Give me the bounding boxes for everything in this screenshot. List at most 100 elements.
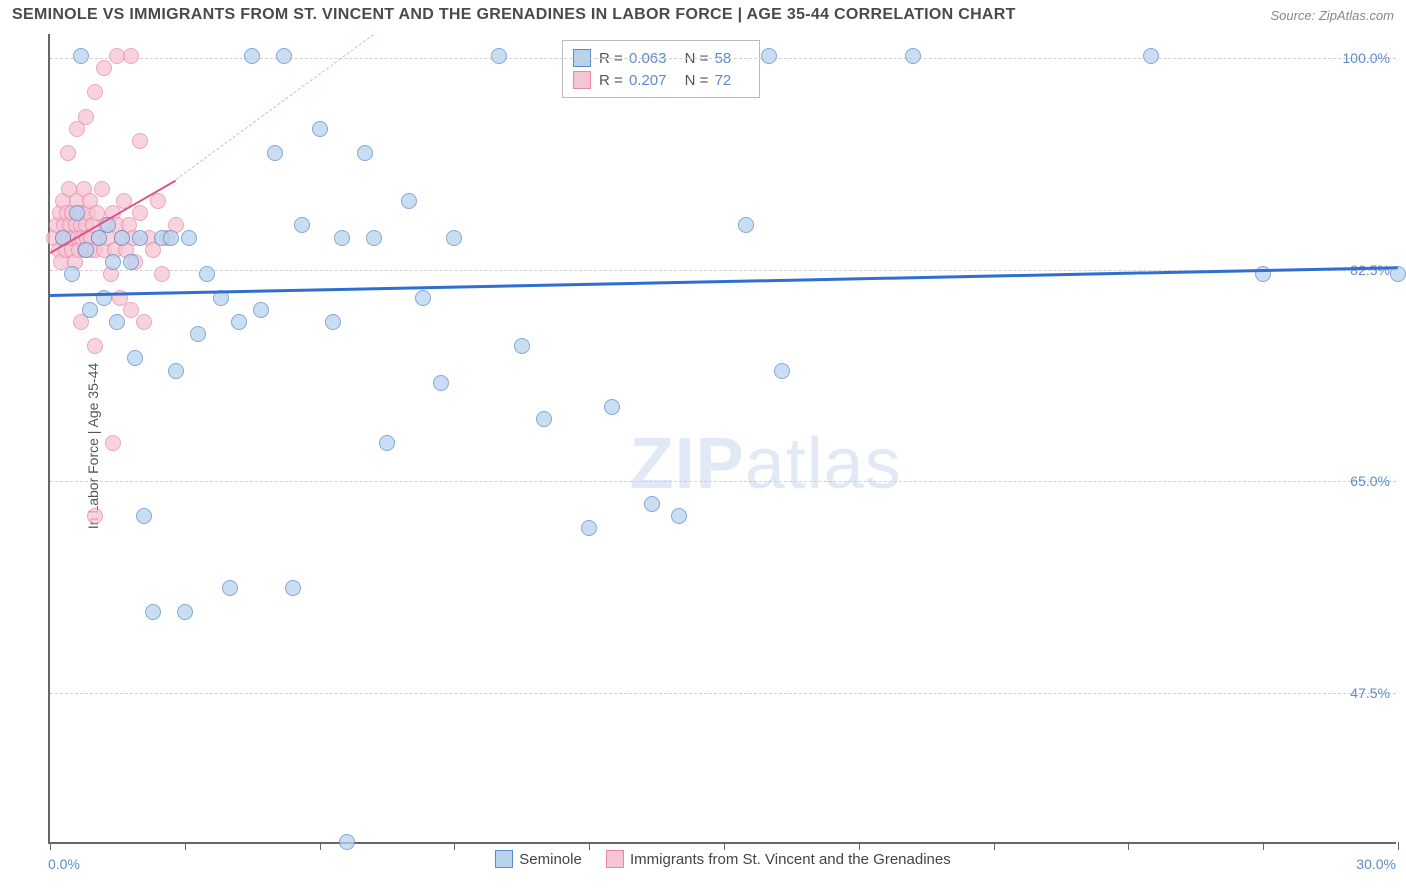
x-tick xyxy=(724,842,725,850)
blue-point xyxy=(415,290,431,306)
blue-point xyxy=(69,205,85,221)
pink-point xyxy=(60,145,76,161)
y-tick-label: 47.5% xyxy=(1350,685,1390,701)
y-tick-label: 65.0% xyxy=(1350,473,1390,489)
blue-point xyxy=(136,508,152,524)
legend-label-blue: Seminole xyxy=(519,851,582,868)
blue-point xyxy=(761,48,777,64)
blue-point xyxy=(276,48,292,64)
blue-point xyxy=(491,48,507,64)
blue-point xyxy=(334,230,350,246)
blue-point xyxy=(114,230,130,246)
gridline xyxy=(50,693,1396,694)
blue-point xyxy=(163,230,179,246)
blue-point xyxy=(190,326,206,342)
blue-point xyxy=(446,230,462,246)
blue-point xyxy=(671,508,687,524)
pink-point xyxy=(123,48,139,64)
x-tick xyxy=(454,842,455,850)
x-tick xyxy=(320,842,321,850)
pink-point xyxy=(78,109,94,125)
series-legend: Seminole Immigrants from St. Vincent and… xyxy=(50,850,1396,872)
blue-point xyxy=(64,266,80,282)
x-axis-min-label: 0.0% xyxy=(48,856,80,872)
blue-point xyxy=(78,242,94,258)
blue-point xyxy=(774,363,790,379)
blue-point xyxy=(231,314,247,330)
pink-point xyxy=(94,181,110,197)
legend-item-blue: Seminole xyxy=(495,850,582,868)
pink-point xyxy=(87,84,103,100)
x-tick xyxy=(1128,842,1129,850)
watermark: ZIPatlas xyxy=(630,423,902,505)
blue-point xyxy=(357,145,373,161)
correlation-legend-box: R = 0.063 N = 58 R = 0.207 N = 72 xyxy=(562,40,760,98)
x-tick xyxy=(589,842,590,850)
blue-point xyxy=(581,520,597,536)
blue-point xyxy=(73,48,89,64)
x-tick xyxy=(185,842,186,850)
blue-point xyxy=(109,314,125,330)
chart-title: SEMINOLE VS IMMIGRANTS FROM ST. VINCENT … xyxy=(12,6,1016,23)
pink-point xyxy=(96,60,112,76)
pink-point xyxy=(87,508,103,524)
pink-point xyxy=(132,205,148,221)
blue-point xyxy=(433,375,449,391)
blue-point xyxy=(82,302,98,318)
x-tick xyxy=(50,842,51,850)
blue-point xyxy=(379,435,395,451)
x-tick xyxy=(1263,842,1264,850)
blue-point xyxy=(366,230,382,246)
blue-point xyxy=(294,217,310,233)
blue-point xyxy=(401,193,417,209)
blue-point xyxy=(905,48,921,64)
blue-point xyxy=(181,230,197,246)
x-tick xyxy=(859,842,860,850)
legend-label-pink: Immigrants from St. Vincent and the Gren… xyxy=(630,851,951,868)
trend-line xyxy=(50,266,1398,297)
blue-point xyxy=(145,604,161,620)
gridline xyxy=(50,481,1396,482)
blue-point xyxy=(267,145,283,161)
blue-point xyxy=(514,338,530,354)
legend-row-pink: R = 0.207 N = 72 xyxy=(573,69,745,91)
blue-point xyxy=(123,254,139,270)
scatter-plot-area: ZIPatlas R = 0.063 N = 58 R = 0.207 N = … xyxy=(48,34,1396,844)
pink-point xyxy=(132,133,148,149)
legend-item-pink: Immigrants from St. Vincent and the Gren… xyxy=(606,850,951,868)
blue-point xyxy=(244,48,260,64)
blue-point xyxy=(312,121,328,137)
x-axis-max-label: 30.0% xyxy=(1356,856,1396,872)
pink-point xyxy=(150,193,166,209)
blue-point xyxy=(1143,48,1159,64)
blue-point xyxy=(738,217,754,233)
blue-point xyxy=(199,266,215,282)
y-tick-label: 100.0% xyxy=(1343,50,1390,66)
blue-point xyxy=(604,399,620,415)
swatch-pink xyxy=(573,71,591,89)
pink-point xyxy=(87,338,103,354)
blue-point xyxy=(536,411,552,427)
blue-point xyxy=(168,363,184,379)
blue-point xyxy=(132,230,148,246)
blue-point xyxy=(222,580,238,596)
legend-text-pink: R = 0.207 N = 72 xyxy=(599,72,745,89)
blue-point xyxy=(285,580,301,596)
blue-point xyxy=(105,254,121,270)
blue-point xyxy=(253,302,269,318)
blue-point xyxy=(325,314,341,330)
pink-point xyxy=(136,314,152,330)
x-tick xyxy=(994,842,995,850)
swatch-blue-icon xyxy=(495,850,513,868)
pink-point xyxy=(123,302,139,318)
chart-header: SEMINOLE VS IMMIGRANTS FROM ST. VINCENT … xyxy=(12,6,1394,30)
blue-point xyxy=(177,604,193,620)
blue-point xyxy=(127,350,143,366)
source-attribution: Source: ZipAtlas.com xyxy=(1270,8,1394,23)
pink-point xyxy=(105,435,121,451)
x-tick xyxy=(1398,842,1399,850)
blue-point xyxy=(339,834,355,850)
blue-point xyxy=(644,496,660,512)
pink-point xyxy=(154,266,170,282)
swatch-pink-icon xyxy=(606,850,624,868)
